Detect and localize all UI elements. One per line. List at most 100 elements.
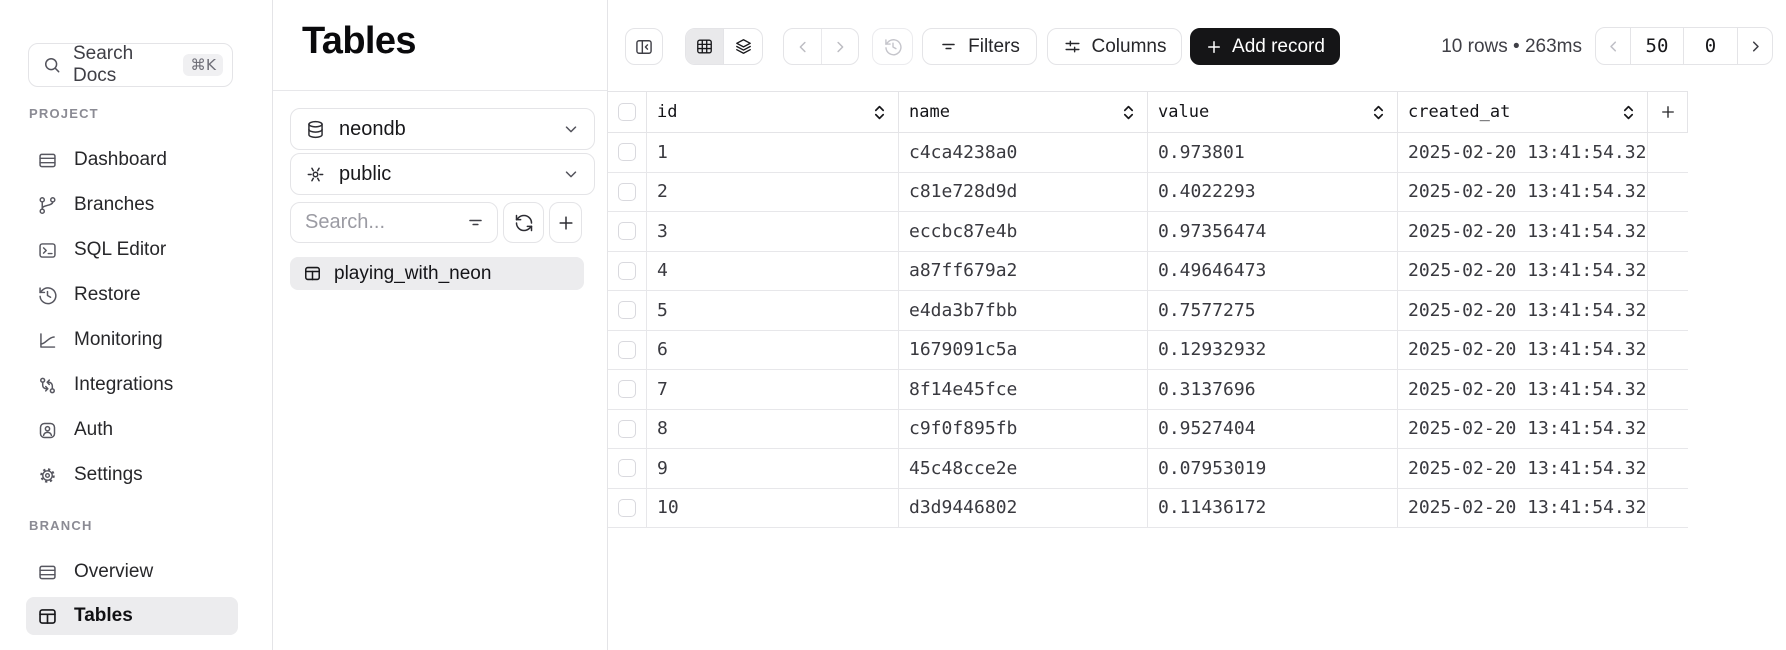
row-checkbox[interactable] — [618, 340, 636, 359]
cell-value[interactable]: 0.9527404 — [1148, 409, 1398, 448]
select-all-checkbox[interactable] — [618, 103, 636, 121]
sidebar-item-label: Integrations — [74, 374, 174, 395]
cell-name[interactable]: c9f0f895fb — [899, 409, 1148, 448]
row-checkbox[interactable] — [618, 380, 636, 399]
chevron-left-icon — [1605, 38, 1622, 55]
cell-created-at[interactable]: 2025-02-20 13:41:54.32… — [1398, 212, 1648, 251]
cell-name[interactable]: eccbc87e4b — [899, 212, 1148, 251]
sidebar-item-monitoring[interactable]: Monitoring — [26, 320, 238, 360]
sidebar-item-integrations[interactable]: Integrations — [26, 365, 238, 405]
sidebar-item-auth[interactable]: Auth — [26, 410, 238, 450]
page-offset-input[interactable]: 0 — [1683, 28, 1737, 64]
cell-created-at[interactable]: 2025-02-20 13:41:54.32… — [1398, 449, 1648, 488]
column-header-created-at[interactable]: created_at — [1398, 92, 1648, 132]
cell-value[interactable]: 0.3137696 — [1148, 370, 1398, 409]
columns-button[interactable]: Columns — [1047, 28, 1182, 65]
row-checkbox[interactable] — [618, 261, 636, 280]
cell-created-at[interactable]: 2025-02-20 13:41:54.32… — [1398, 133, 1648, 172]
cell-name[interactable]: d3d9446802 — [899, 488, 1148, 527]
cell-id[interactable]: 4 — [647, 251, 899, 290]
cell-name[interactable]: 1679091c5a — [899, 330, 1148, 369]
cell-id[interactable]: 1 — [647, 133, 899, 172]
cell-created-at[interactable]: 2025-02-20 13:41:54.32… — [1398, 330, 1648, 369]
prev-page-button[interactable] — [1596, 28, 1630, 64]
row-checkbox[interactable] — [618, 222, 636, 241]
filters-button[interactable]: Filters — [922, 28, 1037, 65]
row-checkbox[interactable] — [618, 143, 636, 162]
sidebar-item-branches[interactable]: Branches — [26, 185, 238, 225]
add-record-button[interactable]: Add record — [1190, 28, 1340, 65]
cell-name[interactable]: 8f14e45fce — [899, 370, 1148, 409]
cell-created-at[interactable]: 2025-02-20 13:41:54.32… — [1398, 251, 1648, 290]
cell-name[interactable]: c4ca4238a0 — [899, 133, 1148, 172]
cell-id[interactable]: 7 — [647, 370, 899, 409]
refresh-button[interactable] — [503, 202, 544, 243]
window-icon — [37, 562, 58, 583]
column-header-value[interactable]: value — [1148, 92, 1398, 132]
cell-id[interactable]: 9 — [647, 449, 899, 488]
chevron-down-icon — [562, 165, 580, 183]
user-badge-icon — [37, 420, 58, 441]
search-docs-button[interactable]: Search Docs ⌘K — [28, 43, 233, 87]
redo-button[interactable] — [821, 29, 858, 64]
page-size-input[interactable]: 50 — [1630, 28, 1683, 64]
add-record-button-label: Add record — [1232, 35, 1325, 57]
sidebar-item-sql-editor[interactable]: SQL Editor — [26, 230, 238, 270]
collapse-panel-button[interactable] — [625, 28, 663, 65]
next-page-button[interactable] — [1737, 28, 1772, 64]
cell-name[interactable]: c81e728d9d — [899, 172, 1148, 211]
row-checkbox[interactable] — [618, 498, 636, 517]
row-checkbox[interactable] — [618, 419, 636, 438]
cell-value[interactable]: 0.973801 — [1148, 133, 1398, 172]
cell-value[interactable]: 0.97356474 — [1148, 212, 1398, 251]
table-search-input[interactable]: Search... — [290, 202, 498, 243]
column-header-id[interactable]: id — [647, 92, 899, 132]
sidebar-item-settings[interactable]: Settings — [26, 455, 238, 495]
add-column-button[interactable] — [1648, 92, 1688, 132]
table-list-item-playing-with-neon[interactable]: playing_with_neon — [290, 257, 584, 290]
cell-created-at[interactable]: 2025-02-20 13:41:54.32… — [1398, 291, 1648, 330]
sidebar-item-dashboard[interactable]: Dashboard — [26, 140, 238, 180]
cell-value[interactable]: 0.7577275 — [1148, 291, 1398, 330]
sidebar-item-overview[interactable]: Overview — [26, 553, 238, 591]
column-header-label: created_at — [1408, 102, 1511, 122]
cell-created-at[interactable]: 2025-02-20 13:41:54.32… — [1398, 172, 1648, 211]
cell-name[interactable]: 45c48cce2e — [899, 449, 1148, 488]
query-history-button[interactable] — [872, 28, 913, 65]
table-list-item-label: playing_with_neon — [334, 262, 492, 284]
layers-view-button[interactable] — [724, 29, 762, 64]
cell-created-at[interactable]: 2025-02-20 13:41:54.32… — [1398, 370, 1648, 409]
add-table-button[interactable] — [549, 202, 582, 243]
cell-created-at[interactable]: 2025-02-20 13:41:54.32… — [1398, 488, 1648, 527]
row-select-cell — [608, 449, 647, 488]
undo-button[interactable] — [784, 29, 821, 64]
database-select[interactable]: neondb — [290, 108, 595, 150]
sidebar-item-tables[interactable]: Tables — [26, 597, 238, 635]
column-header-name[interactable]: name — [899, 92, 1148, 132]
database-icon — [305, 119, 326, 140]
row-checkbox[interactable] — [618, 301, 636, 320]
schema-select[interactable]: public — [290, 153, 595, 195]
row-checkbox[interactable] — [618, 182, 636, 201]
cell-created-at[interactable]: 2025-02-20 13:41:54.32… — [1398, 409, 1648, 448]
cell-value[interactable]: 0.49646473 — [1148, 251, 1398, 290]
schema-select-value: public — [339, 162, 392, 185]
cell-value[interactable]: 0.4022293 — [1148, 172, 1398, 211]
cell-id[interactable]: 10 — [647, 488, 899, 527]
cell-id[interactable]: 8 — [647, 409, 899, 448]
row-checkbox[interactable] — [618, 459, 636, 478]
cell-value[interactable]: 0.11436172 — [1148, 488, 1398, 527]
cell-name[interactable]: a87ff679a2 — [899, 251, 1148, 290]
sidebar-item-restore[interactable]: Restore — [26, 275, 238, 315]
cell-value[interactable]: 0.12932932 — [1148, 330, 1398, 369]
cell-name[interactable]: e4da3b7fbb — [899, 291, 1148, 330]
cell-id[interactable]: 6 — [647, 330, 899, 369]
cell-id[interactable]: 3 — [647, 212, 899, 251]
cell-id[interactable]: 2 — [647, 172, 899, 211]
history-nav-toggle — [783, 28, 859, 65]
history-icon — [37, 285, 58, 306]
search-docs-label: Search Docs — [73, 43, 134, 86]
cell-id[interactable]: 5 — [647, 291, 899, 330]
cell-value[interactable]: 0.07953019 — [1148, 449, 1398, 488]
grid-view-button[interactable] — [686, 29, 724, 64]
